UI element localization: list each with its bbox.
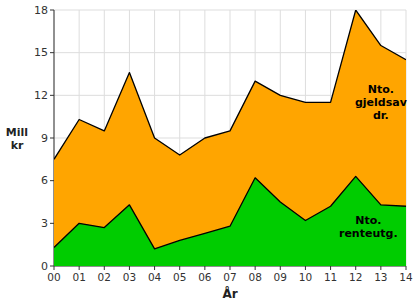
tick-label: 14 (399, 271, 413, 283)
tick-label: 03 (123, 271, 136, 283)
tick-label: 07 (223, 271, 236, 283)
axes: 0369121518000102030405060708091011121314 (34, 4, 413, 284)
tick-label: 15 (34, 46, 48, 59)
tick (50, 95, 54, 96)
tick (179, 266, 180, 270)
tick (154, 266, 155, 270)
tick-label: 08 (248, 271, 261, 283)
tick (406, 266, 407, 270)
tick (230, 266, 231, 270)
tick-label: 9 (41, 132, 48, 145)
tick-label: 3 (41, 217, 48, 230)
annotation: Nto.renteutg. (339, 213, 398, 239)
tick-label: 05 (173, 271, 186, 283)
tick (355, 266, 356, 270)
tick-label: 18 (34, 4, 48, 17)
grid (54, 10, 406, 266)
tick (50, 138, 54, 139)
tick-label: 01 (72, 271, 85, 283)
tick-label: 10 (299, 271, 312, 283)
tick (50, 180, 54, 181)
tick (50, 266, 54, 267)
area (54, 10, 406, 266)
tick-label: 09 (274, 271, 287, 283)
tick (330, 266, 331, 270)
tick (104, 266, 105, 270)
tick (54, 266, 55, 270)
plot-area (54, 10, 406, 266)
tick (50, 52, 54, 53)
chart: 0369121518000102030405060708091011121314… (0, 0, 416, 308)
area-outline (54, 176, 406, 249)
annotations: Nto.gjeldsavdr. Nto.renteutg. (339, 83, 408, 239)
tick-label: 06 (198, 271, 212, 283)
tick (305, 266, 306, 270)
tick-label: 6 (41, 174, 48, 187)
tick-label: 13 (374, 271, 387, 283)
tick (50, 10, 54, 11)
tick (79, 266, 80, 270)
area (54, 176, 406, 266)
tick (204, 266, 205, 270)
area-outline (54, 10, 406, 159)
tick (380, 266, 381, 270)
tick-label: 11 (324, 271, 337, 283)
tick-label: 12 (34, 89, 48, 102)
tick-label: 02 (98, 271, 111, 283)
y-axis-label: Millkr (6, 125, 28, 151)
annotation: Nto.gjeldsavdr. (355, 83, 408, 122)
tick (280, 266, 281, 270)
tick-label: 04 (148, 271, 162, 283)
tick-label: 00 (47, 271, 60, 283)
tick (255, 266, 256, 270)
x-axis-label: År (222, 286, 237, 301)
tick-label: 12 (349, 271, 362, 283)
tick (129, 266, 130, 270)
tick (50, 223, 54, 224)
